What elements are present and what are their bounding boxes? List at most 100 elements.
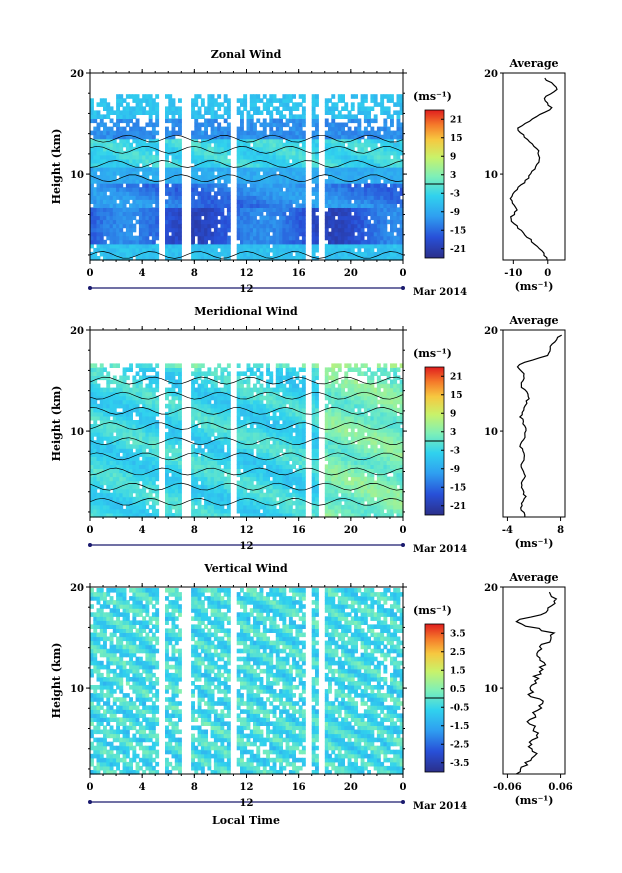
heatmap-cell <box>315 134 319 140</box>
heatmap-cell <box>217 464 222 469</box>
heatmap-cell <box>135 492 140 498</box>
heatmap-cell <box>220 183 225 188</box>
heatmap-cell <box>275 175 280 180</box>
heatmap-cell <box>357 211 362 217</box>
heatmap-cell <box>272 211 277 217</box>
heatmap-cell <box>142 251 147 257</box>
heatmap-cell <box>116 247 120 253</box>
heatmap-cell <box>129 94 133 99</box>
heatmap-cell <box>334 126 339 132</box>
heatmap-cell <box>269 464 274 469</box>
heatmap-cell <box>334 130 339 136</box>
heatmap-cell <box>393 203 398 208</box>
heatmap-cell <box>132 171 137 176</box>
heatmap-cell <box>376 215 381 221</box>
heatmap-cell <box>178 154 182 160</box>
heatmap-cell <box>347 227 352 233</box>
heatmap-cell <box>191 256 195 261</box>
heatmap-cell <box>191 235 195 241</box>
heatmap-cell <box>93 150 98 156</box>
heatmap-cell <box>197 251 202 257</box>
heatmap-cell <box>262 247 267 253</box>
heatmap-cell <box>90 383 94 389</box>
heatmap-cell <box>119 424 124 429</box>
heatmap-cell <box>122 179 127 184</box>
heatmap-cell <box>354 211 358 217</box>
heatmap-cell <box>103 444 107 449</box>
heatmap-cell <box>249 415 254 421</box>
heatmap-cell <box>331 106 336 111</box>
heatmap-cell <box>106 114 111 119</box>
heatmap-cell <box>213 460 218 465</box>
heatmap-cell <box>200 207 205 212</box>
heatmap-cell <box>171 223 176 229</box>
heatmap-cell <box>155 420 160 425</box>
heatmap-cell <box>344 150 349 156</box>
heatmap-cell <box>295 227 300 233</box>
heatmap-cell <box>125 460 130 465</box>
heatmap-cell <box>96 126 101 132</box>
heatmap-cell <box>119 508 124 514</box>
heatmap-cell <box>194 484 199 490</box>
heatmap-cell <box>155 235 160 241</box>
heatmap-cell <box>266 231 270 237</box>
heatmap-cell <box>168 504 173 510</box>
heatmap-cell <box>256 247 261 253</box>
heatmap-cell <box>246 484 251 490</box>
heatmap-cell <box>106 395 111 401</box>
heatmap-cell <box>347 187 352 192</box>
heatmap-cell <box>240 126 244 132</box>
heatmap-cell <box>210 199 215 204</box>
heatmap-cell <box>200 383 205 389</box>
heatmap-cell <box>328 195 332 200</box>
heatmap-cell <box>298 130 303 136</box>
heatmap-cell <box>347 247 352 253</box>
heatmap-cell <box>223 203 228 208</box>
heatmap-cell <box>90 110 94 115</box>
heatmap-cell <box>194 460 199 465</box>
heatmap-cell <box>259 383 264 389</box>
heatmap-cell <box>135 126 140 132</box>
heatmap-cell <box>213 488 218 494</box>
heatmap-cell <box>337 134 342 140</box>
heatmap-cell <box>399 158 404 164</box>
heatmap-cell <box>135 235 140 241</box>
heatmap-cell <box>399 146 404 152</box>
heatmap-cell <box>246 436 251 441</box>
heatmap-cell <box>155 231 160 237</box>
heatmap-cell <box>275 420 280 425</box>
heatmap-cell <box>155 219 160 225</box>
heatmap-cell <box>129 235 133 241</box>
heatmap-cell <box>155 130 160 136</box>
heatmap-cell <box>249 175 254 180</box>
heatmap-cell <box>328 98 332 103</box>
heatmap-cell <box>217 480 222 486</box>
heatmap-cell <box>246 256 251 261</box>
heatmap-cell <box>168 391 173 397</box>
heatmap-cell <box>151 142 156 148</box>
heatmap-cell <box>279 256 283 261</box>
heatmap-cell <box>226 395 231 401</box>
heatmap-cell <box>109 207 114 212</box>
heatmap-cell <box>240 102 244 107</box>
heatmap-cell <box>396 256 401 261</box>
heatmap-cell <box>213 375 218 381</box>
heatmap-cell <box>285 191 290 196</box>
heatmap-cell <box>213 504 218 510</box>
heatmap-cell <box>262 199 267 204</box>
heatmap-cell <box>165 215 169 221</box>
heatmap-cell <box>266 440 270 445</box>
heatmap-cell <box>272 513 277 518</box>
heatmap-cell <box>328 191 332 196</box>
heatmap-cell <box>116 476 120 482</box>
heatmap-cell <box>253 199 257 204</box>
heatmap-cell <box>109 175 114 180</box>
heatmap-cell <box>249 504 254 510</box>
heatmap-cell <box>132 456 137 461</box>
heatmap-cell <box>116 480 120 486</box>
heatmap-cell <box>151 138 156 144</box>
heatmap-cell <box>174 239 179 245</box>
heatmap-cell <box>165 444 169 449</box>
heatmap-cell <box>253 142 257 148</box>
heatmap-cell <box>259 395 264 401</box>
